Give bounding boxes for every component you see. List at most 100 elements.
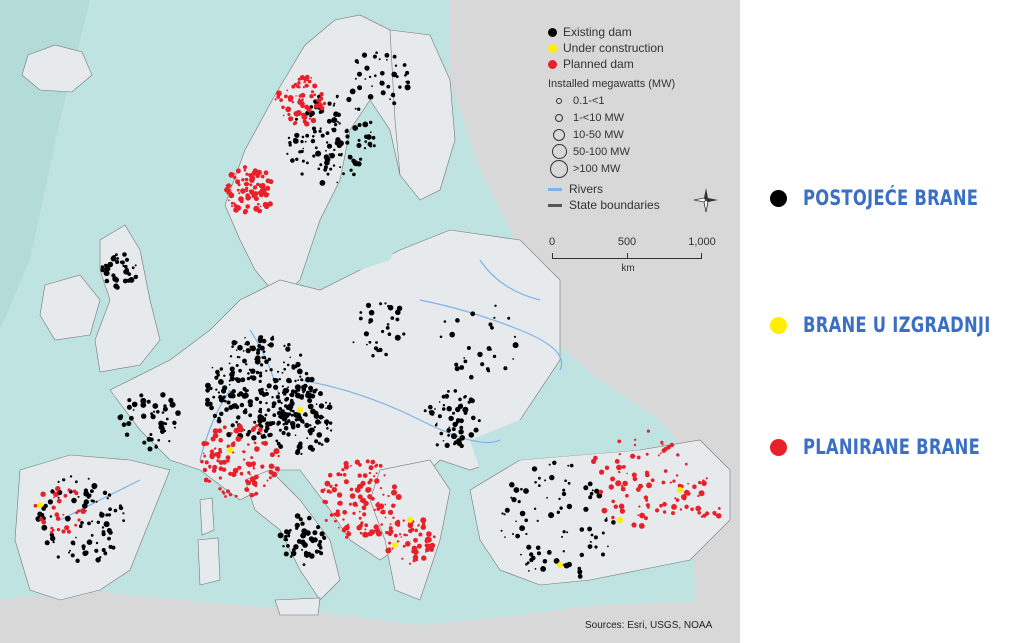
dam-marker	[272, 465, 275, 469]
dam-marker	[364, 140, 368, 143]
dam-marker	[674, 497, 677, 500]
dam-marker	[242, 458, 246, 461]
dam-marker	[314, 146, 318, 150]
dam-marker	[227, 447, 233, 453]
dam-marker	[457, 403, 464, 409]
dam-marker	[250, 345, 256, 352]
dam-marker	[217, 416, 221, 421]
dam-marker	[387, 332, 392, 337]
dam-marker	[277, 399, 281, 404]
dam-marker	[260, 464, 265, 469]
dam-marker	[636, 487, 641, 492]
dam-marker	[74, 491, 79, 496]
dam-marker	[107, 493, 112, 497]
dam-marker	[334, 483, 338, 487]
dam-marker	[562, 563, 565, 566]
dam-marker	[33, 503, 38, 508]
dam-marker	[374, 478, 380, 484]
dam-marker	[213, 447, 216, 450]
dam-marker	[100, 268, 105, 273]
dam-marker	[243, 392, 249, 399]
legend-existing: Existing dam	[548, 24, 733, 40]
size-legend-title: Installed megawatts (MW)	[548, 78, 676, 90]
dam-marker	[295, 361, 301, 368]
dam-marker	[542, 559, 548, 564]
dam-marker	[87, 521, 91, 526]
dam-marker	[300, 140, 304, 144]
dam-marker	[434, 408, 436, 410]
dam-marker	[442, 404, 446, 407]
dam-marker	[86, 539, 93, 545]
dam-marker	[591, 458, 597, 464]
dam-marker	[153, 410, 156, 413]
dam-marker	[318, 414, 324, 420]
dam-marker	[251, 426, 257, 431]
dam-marker	[389, 523, 392, 526]
dam-marker	[354, 162, 359, 167]
dam-marker	[270, 336, 275, 341]
dam-marker	[239, 471, 244, 476]
dam-marker	[454, 362, 459, 367]
dam-marker	[247, 182, 250, 185]
dam-marker	[316, 525, 321, 530]
dam-marker	[258, 190, 264, 196]
dam-marker	[332, 164, 336, 167]
dam-marker	[302, 542, 308, 548]
key-label: PLANIRANE BRANE	[803, 435, 980, 459]
dam-marker	[290, 550, 297, 557]
dam-marker	[310, 408, 316, 415]
dam-marker	[383, 474, 386, 477]
dam-marker	[294, 379, 297, 383]
dam-marker	[343, 479, 349, 485]
dam-marker	[325, 141, 329, 144]
dam-marker	[325, 401, 327, 404]
dam-marker	[247, 471, 251, 475]
dam-marker	[486, 369, 489, 372]
dam-marker	[380, 523, 384, 526]
dam-marker	[75, 558, 80, 563]
dam-marker	[534, 568, 537, 570]
dam-marker	[442, 440, 445, 442]
dam-marker	[231, 340, 237, 346]
dam-marker	[352, 341, 355, 344]
dam-marker	[567, 464, 570, 467]
dam-marker	[210, 449, 214, 454]
dam-marker	[218, 394, 223, 400]
dam-marker	[216, 459, 220, 463]
dam-marker	[299, 75, 305, 81]
dam-marker	[611, 499, 615, 504]
dam-marker	[405, 541, 411, 547]
dam-marker	[69, 549, 71, 552]
dam-marker	[322, 416, 325, 419]
dam-marker	[655, 508, 660, 513]
dam-marker	[173, 426, 176, 429]
dam-marker	[87, 477, 90, 480]
size-row: 10-50 MW	[548, 126, 733, 143]
dam-marker	[661, 443, 664, 446]
dam-marker	[344, 524, 350, 531]
dam-marker	[320, 443, 324, 446]
dam-marker	[295, 95, 297, 97]
dam-marker	[228, 492, 233, 497]
dam-marker	[205, 382, 211, 389]
dam-marker	[286, 363, 290, 367]
dam-marker	[385, 326, 390, 330]
dam-marker	[216, 418, 222, 424]
dam-marker	[240, 377, 246, 383]
dam-marker	[490, 325, 494, 330]
dam-marker	[295, 110, 302, 116]
dam-marker	[254, 397, 257, 399]
dam-marker	[310, 77, 313, 79]
dam-marker	[337, 526, 340, 529]
dam-marker	[257, 202, 260, 206]
dam-marker	[501, 512, 504, 515]
dam-marker	[509, 482, 515, 488]
dam-marker	[520, 553, 522, 556]
dam-marker	[295, 423, 301, 429]
dam-marker	[313, 93, 317, 96]
dam-marker	[247, 372, 250, 375]
dam-marker	[342, 473, 347, 477]
dam-marker	[261, 392, 267, 397]
dam-marker	[265, 178, 271, 184]
dam-marker	[264, 423, 267, 425]
